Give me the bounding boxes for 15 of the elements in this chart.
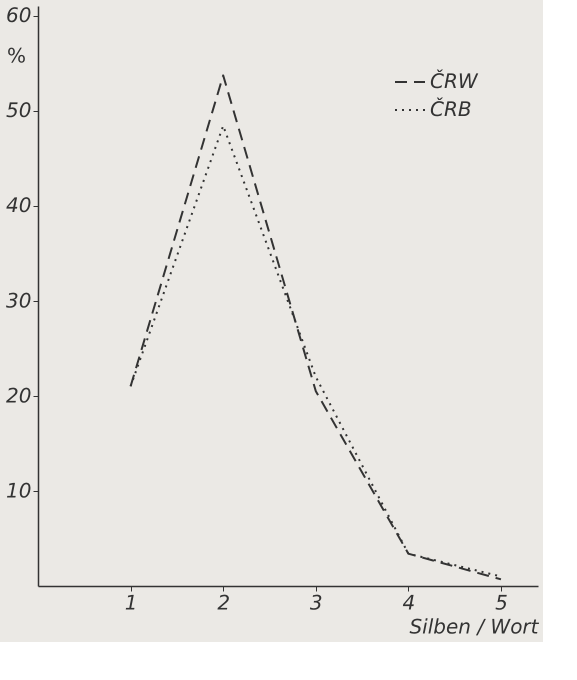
y-tick-label: 50 bbox=[6, 98, 32, 122]
x-tick-label: 5 bbox=[495, 590, 508, 614]
y-tick-label: 40 bbox=[6, 193, 32, 218]
x-axis-title: Silben / Wort bbox=[409, 614, 540, 638]
x-tick-label: 2 bbox=[217, 590, 230, 614]
y-axis-title: % bbox=[6, 44, 26, 68]
x-tick-label: 4 bbox=[402, 590, 416, 614]
legend-label: ČRB bbox=[430, 97, 472, 121]
x-tick-label: 1 bbox=[124, 590, 138, 614]
legend-label: ČRW bbox=[430, 69, 479, 93]
y-tick-label: 30 bbox=[6, 288, 32, 312]
y-tick-label: 10 bbox=[6, 478, 32, 502]
y-tick-label: 60 bbox=[6, 3, 32, 28]
x-tick-label: 3 bbox=[310, 590, 323, 614]
y-tick-label: 20 bbox=[6, 383, 32, 408]
